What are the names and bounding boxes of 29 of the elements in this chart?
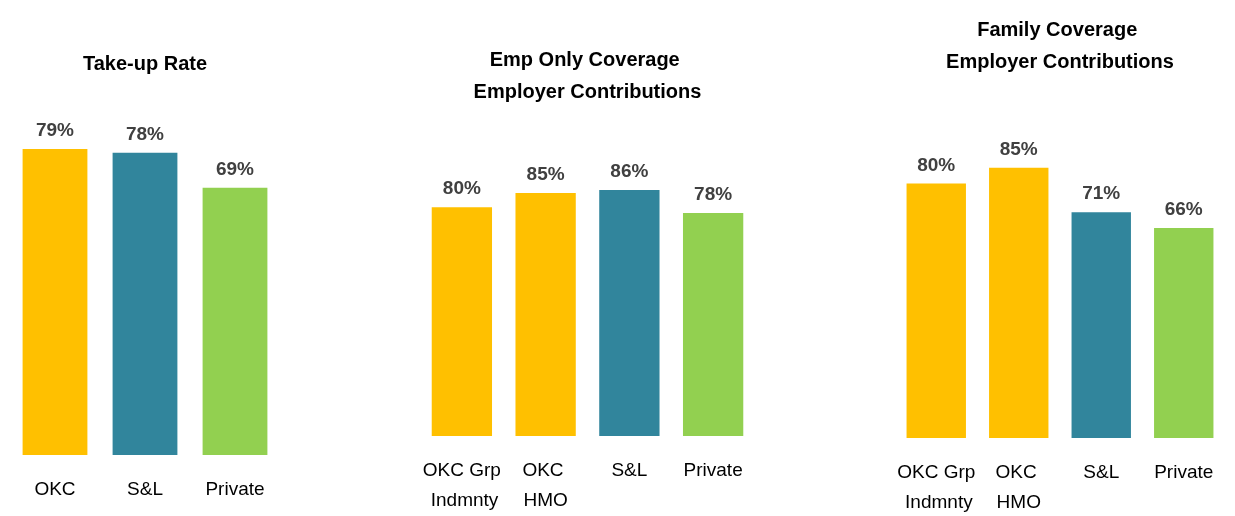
data-label: 79% (35, 118, 75, 140)
x-tick-label: S&L (611, 458, 648, 480)
x-tick-label: Private (1154, 460, 1214, 482)
x-tick-label: Private (683, 458, 743, 480)
bar (599, 190, 660, 436)
bar (431, 207, 493, 436)
chart-title: Take-up Rate (82, 52, 208, 74)
bar (515, 192, 576, 436)
x-tick-label: OKC HMO (522, 458, 569, 510)
data-label: 80% (442, 177, 481, 199)
data-label: 71% (1082, 182, 1121, 204)
data-label: 78% (694, 182, 733, 204)
x-tick-label: Private (205, 477, 265, 499)
x-tick-label: OKC HMO (995, 460, 1042, 512)
x-tick-label: OKC (34, 477, 76, 499)
x-tick-label: OKC Grp Indmnty (422, 458, 501, 510)
data-label: 78% (125, 122, 165, 144)
data-label: 85% (999, 137, 1038, 159)
chart-title: Emp Only Coverage Employer Contributions (473, 48, 702, 102)
data-label: 86% (610, 160, 649, 182)
x-tick-label: S&L (1083, 460, 1120, 482)
x-tick-label: S&L (127, 477, 163, 499)
x-tick-label: OKC Grp Indmnty (897, 460, 976, 512)
data-label: 66% (1164, 198, 1203, 220)
data-label: 85% (526, 162, 565, 184)
bar (682, 212, 744, 436)
data-label: 80% (917, 153, 956, 175)
data-label: 69% (215, 157, 255, 179)
chart-title: Family Coverage Employer Contributions (946, 18, 1174, 72)
